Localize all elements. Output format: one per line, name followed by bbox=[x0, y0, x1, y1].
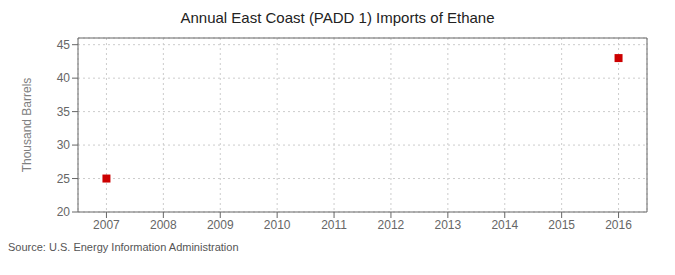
svg-text:Thousand Barrels: Thousand Barrels bbox=[20, 78, 34, 173]
svg-text:20: 20 bbox=[57, 205, 71, 219]
svg-text:40: 40 bbox=[57, 71, 71, 85]
svg-text:2013: 2013 bbox=[434, 218, 461, 232]
svg-text:25: 25 bbox=[57, 172, 71, 186]
svg-text:2009: 2009 bbox=[207, 218, 234, 232]
svg-text:2016: 2016 bbox=[605, 218, 632, 232]
svg-text:2011: 2011 bbox=[321, 218, 347, 232]
svg-text:2008: 2008 bbox=[150, 218, 177, 232]
svg-text:30: 30 bbox=[57, 138, 71, 152]
svg-text:2007: 2007 bbox=[93, 218, 120, 232]
svg-text:35: 35 bbox=[57, 105, 71, 119]
html-text:Source: U.S. Energy Informatio: Source: U.S. Energy Information Administ… bbox=[8, 241, 239, 253]
svg-text:45: 45 bbox=[57, 38, 71, 52]
svg-text:2012: 2012 bbox=[378, 218, 405, 232]
svg-text:2015: 2015 bbox=[548, 218, 575, 232]
svg-text:2010: 2010 bbox=[264, 218, 291, 232]
svg-text:2014: 2014 bbox=[491, 218, 518, 232]
html-text:Annual East Coast (PADD 1) Imp: Annual East Coast (PADD 1) Imports of Et… bbox=[180, 9, 495, 26]
